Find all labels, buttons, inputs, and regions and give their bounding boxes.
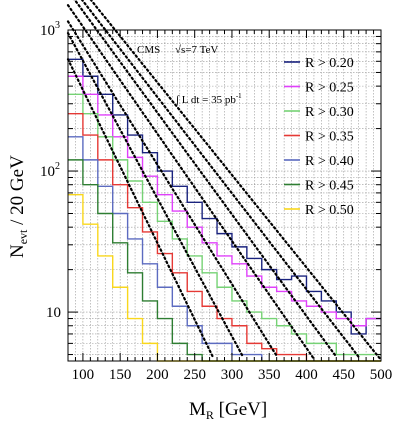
x-tick-label: 350 bbox=[258, 367, 281, 383]
fit-curve-1 bbox=[80, 0, 360, 358]
fit-curve-2 bbox=[73, 0, 338, 358]
fit-curve-5 bbox=[66, 31, 245, 359]
legend-label-1: R > 0.25 bbox=[305, 81, 354, 96]
y-tick-base: 10 bbox=[40, 164, 55, 180]
energy-label: √s=7 TeV bbox=[175, 44, 218, 56]
legend-label-3: R > 0.35 bbox=[305, 130, 354, 145]
legend-label-4: R > 0.40 bbox=[305, 154, 354, 169]
legend-label-0: R > 0.20 bbox=[305, 56, 354, 71]
y-tick-label: 10 bbox=[46, 305, 61, 321]
y-tick-exponent: 3 bbox=[55, 20, 60, 31]
legend-label-2: R > 0.30 bbox=[305, 105, 354, 120]
x-tick-label: 200 bbox=[146, 367, 169, 383]
x-axis-unit: [GeV] bbox=[214, 399, 267, 420]
y-tick-base: 10 bbox=[46, 305, 61, 321]
y-tick-label: 102 bbox=[40, 161, 60, 180]
lumi-label: ∫ L dt = 35 pb-1 bbox=[175, 92, 242, 106]
y-axis-unit: / 20 GeV bbox=[7, 155, 28, 230]
experiment-label: CMS bbox=[137, 44, 160, 56]
y-tick-label: 103 bbox=[40, 20, 60, 39]
legend-label-5: R > 0.45 bbox=[305, 179, 354, 194]
x-tick-label: 450 bbox=[332, 367, 355, 383]
x-tick-label: 500 bbox=[370, 367, 393, 383]
legend-label-6: R > 0.50 bbox=[305, 203, 354, 218]
fit-curve-6 bbox=[66, 58, 215, 359]
y-axis-subscript: evt bbox=[16, 229, 30, 244]
x-tick-label: 250 bbox=[183, 367, 206, 383]
x-axis-subscript: R bbox=[206, 408, 214, 422]
x-tick-label: 150 bbox=[109, 367, 132, 383]
fit-layer bbox=[66, 0, 383, 361]
lumi-superscript: -1 bbox=[236, 92, 242, 100]
lumi-text: ∫ L dt = 35 pb bbox=[175, 94, 236, 106]
x-tick-label: 300 bbox=[221, 367, 244, 383]
y-axis-label: Nevt / 20 GeV bbox=[7, 155, 30, 258]
x-tick-label: 400 bbox=[295, 367, 318, 383]
x-axis-symbol: M bbox=[189, 399, 206, 420]
fit-curve-4 bbox=[66, 20, 278, 357]
x-tick-label: 100 bbox=[72, 367, 95, 383]
x-axis-label: MR [GeV] bbox=[189, 399, 267, 422]
y-axis-symbol: N bbox=[7, 244, 28, 258]
y-tick-exponent: 2 bbox=[55, 161, 60, 172]
fit-curve-3 bbox=[66, 4, 315, 360]
legend: R > 0.20 R > 0.25 R > 0.30 R > 0.35 R > 0.40… bbox=[284, 56, 354, 218]
y-tick-base: 10 bbox=[40, 23, 55, 39]
